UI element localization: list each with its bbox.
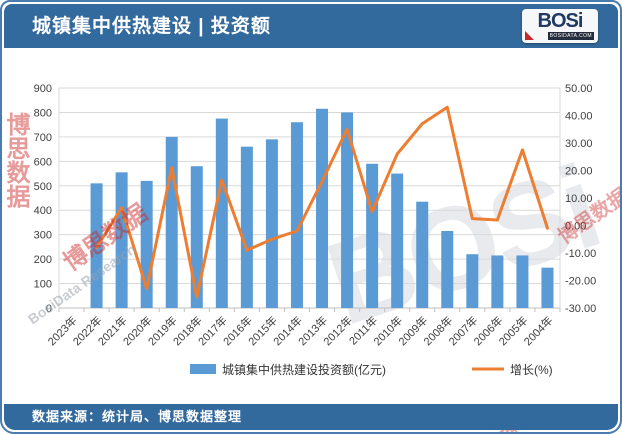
logo-subtext: BOSIDATA.COM	[547, 32, 594, 40]
svg-text:50.00: 50.00	[565, 83, 593, 95]
bar-2012年	[341, 112, 354, 308]
bar-2019年	[165, 136, 178, 308]
page-title: 城镇集中供热建设 | 投资额	[32, 16, 271, 37]
gridlines	[59, 87, 560, 309]
logo-text: BOSi	[537, 10, 584, 32]
y-axis-left: 0 100 200 300 400 500 600 700 800 900	[34, 83, 52, 315]
x-axis-labels: 2023年2022年2021年2020年2019年2018年2017年2016年…	[45, 313, 556, 348]
svg-text:40.00: 40.00	[565, 111, 593, 123]
svg-text:-10.00: -10.00	[565, 248, 596, 260]
bars-series	[90, 108, 554, 309]
svg-text:600: 600	[34, 156, 52, 168]
svg-text:300: 300	[34, 230, 52, 242]
data-source: 数据来源：统计局、博思数据整理	[32, 409, 243, 424]
svg-text:500: 500	[34, 181, 52, 193]
bosi-logo: BOSi BOSIDATA.COM	[522, 9, 598, 43]
bar-2005年	[516, 255, 529, 308]
bar-2009年	[416, 201, 429, 308]
svg-text:-20.00: -20.00	[565, 276, 596, 288]
bar-2007年	[466, 254, 479, 308]
bar-2004年	[541, 267, 554, 308]
legend-bar-label: 城镇集中供热建设投资额(亿元)	[222, 362, 386, 377]
legend-bar-swatch	[190, 364, 216, 374]
bar-2017年	[215, 118, 228, 308]
svg-text:900: 900	[34, 83, 52, 95]
y-axis-right: -30.00 -20.00 -10.00 0.00 10.00 20.00 30.00 40.…	[565, 83, 596, 315]
svg-text:0: 0	[46, 303, 52, 315]
svg-text:10.00: 10.00	[565, 193, 593, 205]
svg-text:20.00: 20.00	[565, 166, 593, 178]
bar-2014年	[290, 122, 303, 308]
bar-2013年	[316, 108, 329, 309]
bar-2016年	[240, 146, 253, 308]
svg-text:100: 100	[34, 279, 52, 291]
x-axis	[58, 88, 561, 312]
svg-text:30.00: 30.00	[565, 138, 593, 150]
header: 城镇集中供热建设 | 投资额 BOSi BOSIDATA.COM	[4, 4, 618, 48]
growth-line	[95, 105, 549, 299]
bar-2021年	[115, 172, 128, 308]
svg-text:700: 700	[34, 132, 52, 144]
bar-2018年	[190, 166, 203, 308]
footer-bar: 数据来源：统计局、博思数据整理	[4, 404, 618, 430]
svg-text:-30.00: -30.00	[565, 303, 596, 315]
logo-red-accent-icon	[525, 31, 534, 40]
svg-text:800: 800	[34, 107, 52, 119]
legend-line-label: 增长(%)	[510, 363, 553, 377]
svg-text:400: 400	[34, 205, 52, 217]
bar-2008年	[441, 231, 454, 308]
svg-text:200: 200	[34, 254, 52, 266]
bar-2010年	[391, 173, 404, 308]
chart-svg: 0 100 200 300 400 500 600 700 800 900 -30.00 -20.00…	[34, 83, 597, 377]
chart-area: BOSi 0 100 200 300 400 500 600 700 800 900 -30.00-…	[2, 50, 620, 432]
legend: 城镇集中供热建设投资额(亿元) 增长(%)	[190, 362, 553, 377]
bar-2011年	[366, 163, 379, 308]
bar-2006年	[491, 255, 504, 308]
bar-2015年	[265, 139, 278, 308]
svg-text:0.00: 0.00	[565, 221, 586, 233]
